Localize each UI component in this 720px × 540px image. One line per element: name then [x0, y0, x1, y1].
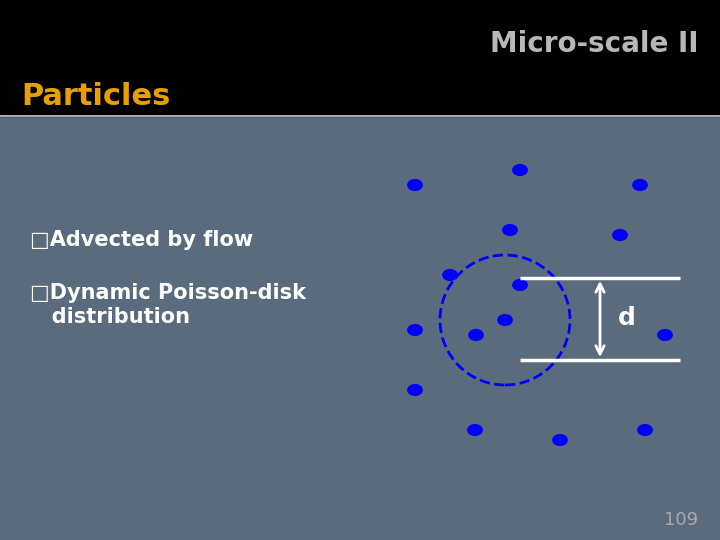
Text: □Dynamic Poisson-disk
   distribution: □Dynamic Poisson-disk distribution: [30, 284, 306, 327]
Circle shape: [633, 180, 647, 191]
Circle shape: [408, 384, 422, 395]
Circle shape: [513, 280, 527, 291]
Text: Micro-scale II: Micro-scale II: [490, 30, 698, 58]
Circle shape: [638, 424, 652, 435]
Circle shape: [408, 180, 422, 191]
Bar: [0, 116, 720, 540]
Circle shape: [613, 230, 627, 240]
Text: d: d: [618, 306, 636, 330]
Circle shape: [553, 435, 567, 446]
Circle shape: [503, 225, 517, 235]
Circle shape: [408, 325, 422, 335]
Text: Particles: Particles: [22, 82, 171, 111]
Text: 109: 109: [665, 511, 698, 529]
Circle shape: [498, 315, 512, 326]
Circle shape: [469, 329, 483, 340]
Circle shape: [513, 165, 527, 176]
Circle shape: [658, 329, 672, 340]
Circle shape: [468, 424, 482, 435]
Bar: [0, 0, 720, 116]
Text: □Advected by flow: □Advected by flow: [30, 230, 253, 250]
Circle shape: [443, 269, 457, 280]
